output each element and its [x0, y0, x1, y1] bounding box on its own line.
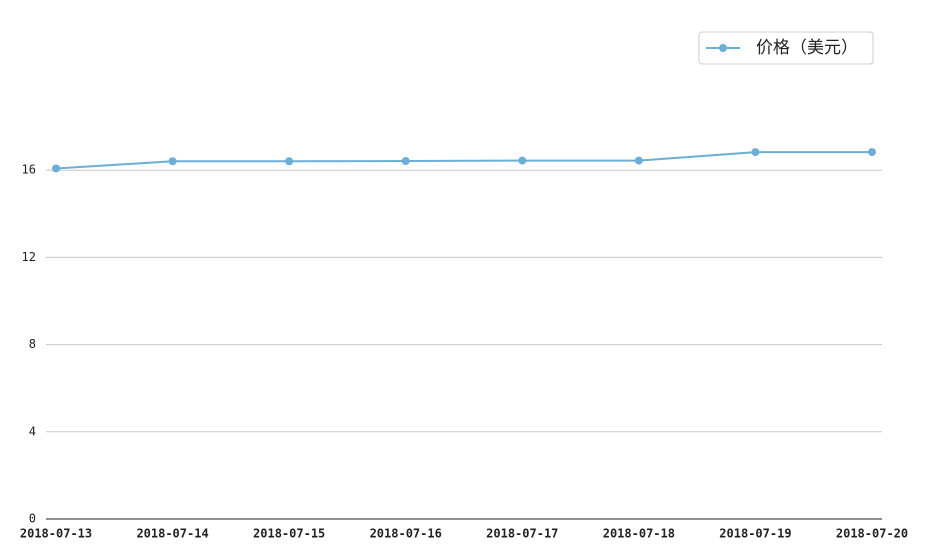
y-tick-label: 4	[29, 424, 36, 438]
x-tick-label: 2018-07-20	[836, 527, 908, 541]
x-tick-label: 2018-07-16	[370, 527, 442, 541]
x-tick-label: 2018-07-13	[20, 527, 92, 541]
point	[168, 157, 177, 166]
point	[285, 157, 294, 166]
legend-marker	[719, 44, 727, 52]
y-tick-label: 16	[22, 163, 36, 177]
line	[55, 151, 872, 170]
y-tick-label: 12	[22, 250, 36, 264]
y-tick-label: 8	[29, 337, 36, 351]
point	[518, 156, 527, 165]
point	[868, 148, 876, 157]
x-tick-label: 2018-07-17	[486, 527, 558, 541]
legend-box	[698, 31, 874, 65]
point	[401, 157, 410, 166]
x-tick-label: 2018-07-15	[253, 527, 325, 541]
point	[634, 156, 643, 165]
legend-label: 价格（美元）	[756, 38, 858, 58]
y-tick-label: 0	[29, 512, 36, 526]
x-tick-label: 2018-07-18	[603, 527, 675, 541]
point	[52, 164, 60, 173]
x-tick-label: 2018-07-19	[719, 527, 791, 541]
point	[751, 148, 760, 157]
x-tick-label: 2018-07-14	[136, 527, 208, 541]
